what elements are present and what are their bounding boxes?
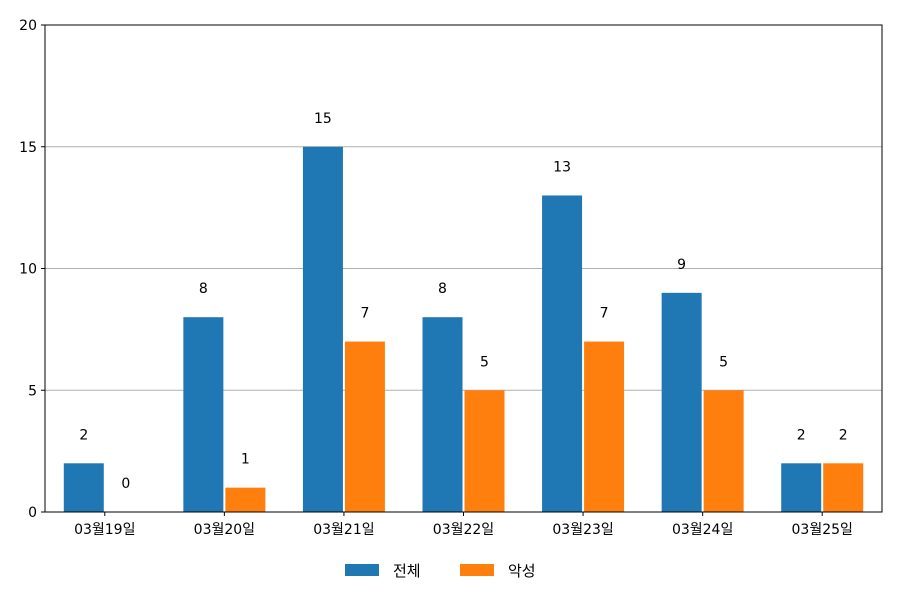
y-tick-label: 20 [19,18,37,34]
y-tick-label: 10 [19,262,37,278]
bar-value-label: 2 [79,427,88,443]
x-tick-label: 03월20일 [194,522,255,538]
bar-value-label: 0 [121,476,130,492]
x-tick-label: 03월21일 [313,522,374,538]
bar-value-label: 5 [480,354,489,370]
bar-malicious [703,390,744,512]
bar-value-label: 7 [600,306,609,322]
gridlines [45,146,882,391]
bar-value-label: 5 [719,354,728,370]
bar-total [422,317,463,512]
bar-value-label: 2 [839,427,848,443]
bar-value-label: 7 [360,306,369,322]
y-tick-label: 5 [28,383,37,399]
y-tick-label: 15 [19,140,37,156]
bar-value-label: 9 [677,257,686,273]
bar-value-label: 8 [438,281,447,297]
y-axis: 0 5 10 15 20 [19,18,45,521]
bar-total [542,195,583,512]
legend-swatch [460,564,494,576]
legend-label: 악성 [508,562,536,580]
bar-malicious [464,390,505,512]
x-tick-label: 03월22일 [433,522,494,538]
x-tick-label: 03월19일 [74,522,135,538]
bar-malicious [584,341,625,512]
bar-value-label: 8 [199,281,208,297]
legend-label: 전체 [393,562,421,580]
legend-swatch [345,564,379,576]
bar-malicious [225,487,266,512]
x-tick-label: 03월24일 [672,522,733,538]
bar-value-label: 13 [553,159,571,175]
bar-total [781,463,822,512]
bar-total [63,463,104,512]
x-axis: 03월19일 03월20일 03월21일 03월22일 03월23일 03월24일 03월2… [74,512,853,538]
x-tick-label: 03월23일 [552,522,613,538]
bars [63,146,864,512]
bar-value-label: 1 [241,452,250,468]
bar-total [183,317,224,512]
bar-value-label: 2 [797,427,806,443]
bar-malicious [823,463,864,512]
bar-total [661,292,702,512]
bar-malicious [344,341,385,512]
legend: 전체 악성 [345,562,536,580]
bar-total [302,146,343,512]
x-tick-label: 03월25일 [792,522,853,538]
bar-value-label: 15 [314,111,332,127]
data-labels: 2 0 8 1 15 7 8 5 13 7 9 5 2 2 [79,111,847,492]
y-tick-label: 0 [28,505,37,521]
